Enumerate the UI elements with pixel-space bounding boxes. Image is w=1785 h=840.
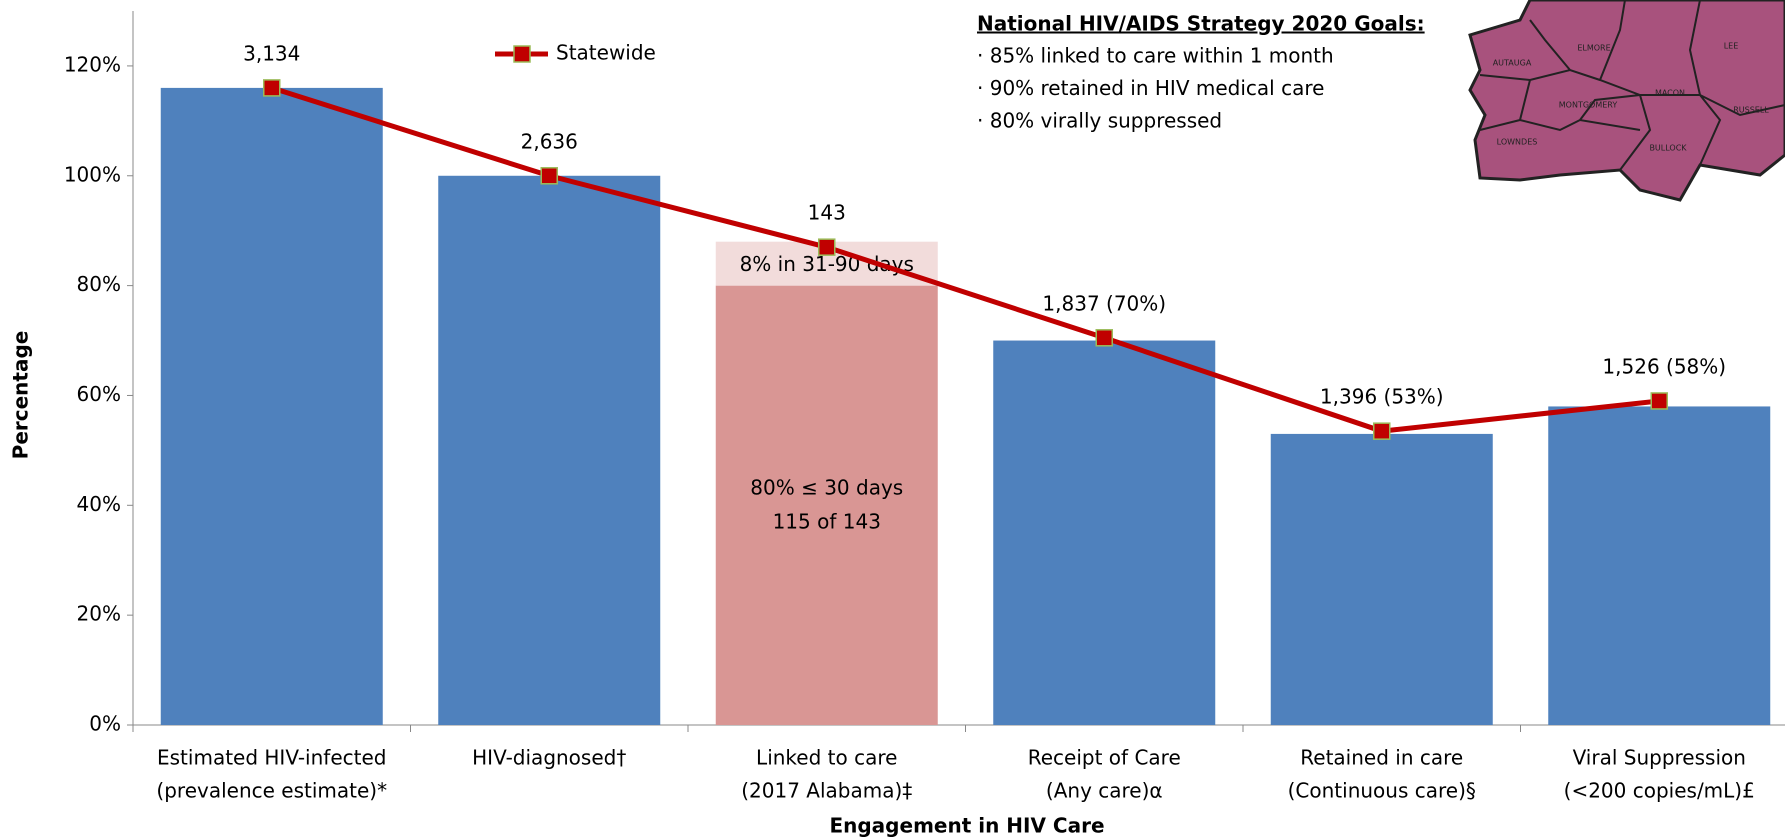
y-tick-label: 40% (77, 492, 121, 516)
bar-label: 1,526 (58%) (1602, 354, 1726, 378)
x-tick-label: (2017 Alabama)‡ (741, 779, 912, 803)
line-marker (1650, 392, 1668, 410)
map-shape (1468, 0, 1785, 202)
y-tick-label: 80% (77, 272, 121, 296)
map-label: RUSSELL (1733, 106, 1769, 115)
map-label: LOWNDES (1497, 138, 1538, 147)
x-tick-label: Retained in care (1300, 746, 1463, 770)
segment-label: 80% ≤ 30 days (750, 476, 903, 500)
map-label: BULLOCK (1649, 144, 1687, 153)
county-borders (1479, 0, 1785, 171)
x-axis-title: Engagement in HIV Care (829, 814, 1104, 838)
x-tick-label: (<200 copies/mL)£ (1564, 779, 1755, 803)
map-label: ELMORE (1577, 44, 1610, 53)
bar-label: 1,837 (70%) (1042, 291, 1166, 315)
map-label: MACON (1655, 89, 1685, 98)
bar (993, 340, 1216, 725)
x-tick-label: Estimated HIV-infected (157, 746, 386, 770)
y-tick-label: 120% (64, 52, 121, 76)
line-marker (818, 238, 836, 256)
x-tick-label: (prevalence estimate)* (156, 779, 387, 803)
x-tick-label: Receipt of Care (1028, 746, 1181, 770)
x-tick-label: (Continuous care)§ (1288, 779, 1476, 803)
goals-title: National HIV/AIDS Strategy 2020 Goals: (977, 12, 1425, 36)
map-label: MONTGOMERY (1559, 101, 1618, 110)
bar-label: 3,134 (243, 41, 300, 65)
legend-label: Statewide (556, 41, 656, 65)
bar-label: 143 (808, 201, 846, 225)
goal-item: · 90% retained in HIV medical care (977, 76, 1324, 100)
legend-marker (513, 45, 531, 63)
y-tick-label: 20% (77, 602, 121, 626)
bar-label: 2,636 (521, 129, 578, 153)
y-tick-label: 0% (89, 712, 121, 736)
county-map: AUTAUGA ELMORE LEE MONTGOMERY MACON RUSSELL LO… (1468, 0, 1785, 202)
map-label: LEE (1724, 42, 1739, 51)
y-tick-label: 100% (64, 162, 121, 186)
y-axis-title: Percentage (9, 331, 33, 460)
line-marker (1095, 329, 1113, 347)
goal-item: · 85% linked to care within 1 month (977, 44, 1334, 68)
bar (160, 87, 383, 725)
x-tick-label: Viral Suppression (1573, 746, 1746, 770)
x-tick-label: HIV-diagnosed† (472, 746, 626, 770)
x-tick-label: Linked to care (756, 746, 897, 770)
bar (1270, 433, 1493, 725)
bar (715, 285, 938, 725)
bar-label: 1,396 (53%) (1320, 385, 1444, 409)
line-marker (263, 79, 281, 97)
goal-item: · 80% virally suppressed (977, 109, 1222, 133)
line-marker (540, 167, 558, 185)
line-marker (1373, 422, 1391, 440)
bar (1548, 406, 1771, 725)
line (270, 85, 1660, 434)
map-label: AUTAUGA (1493, 59, 1532, 68)
x-tick-label: (Any care)α (1046, 779, 1163, 803)
y-tick-label: 60% (77, 382, 121, 406)
bar (438, 175, 661, 725)
segment-label: 115 of 143 (773, 510, 881, 534)
